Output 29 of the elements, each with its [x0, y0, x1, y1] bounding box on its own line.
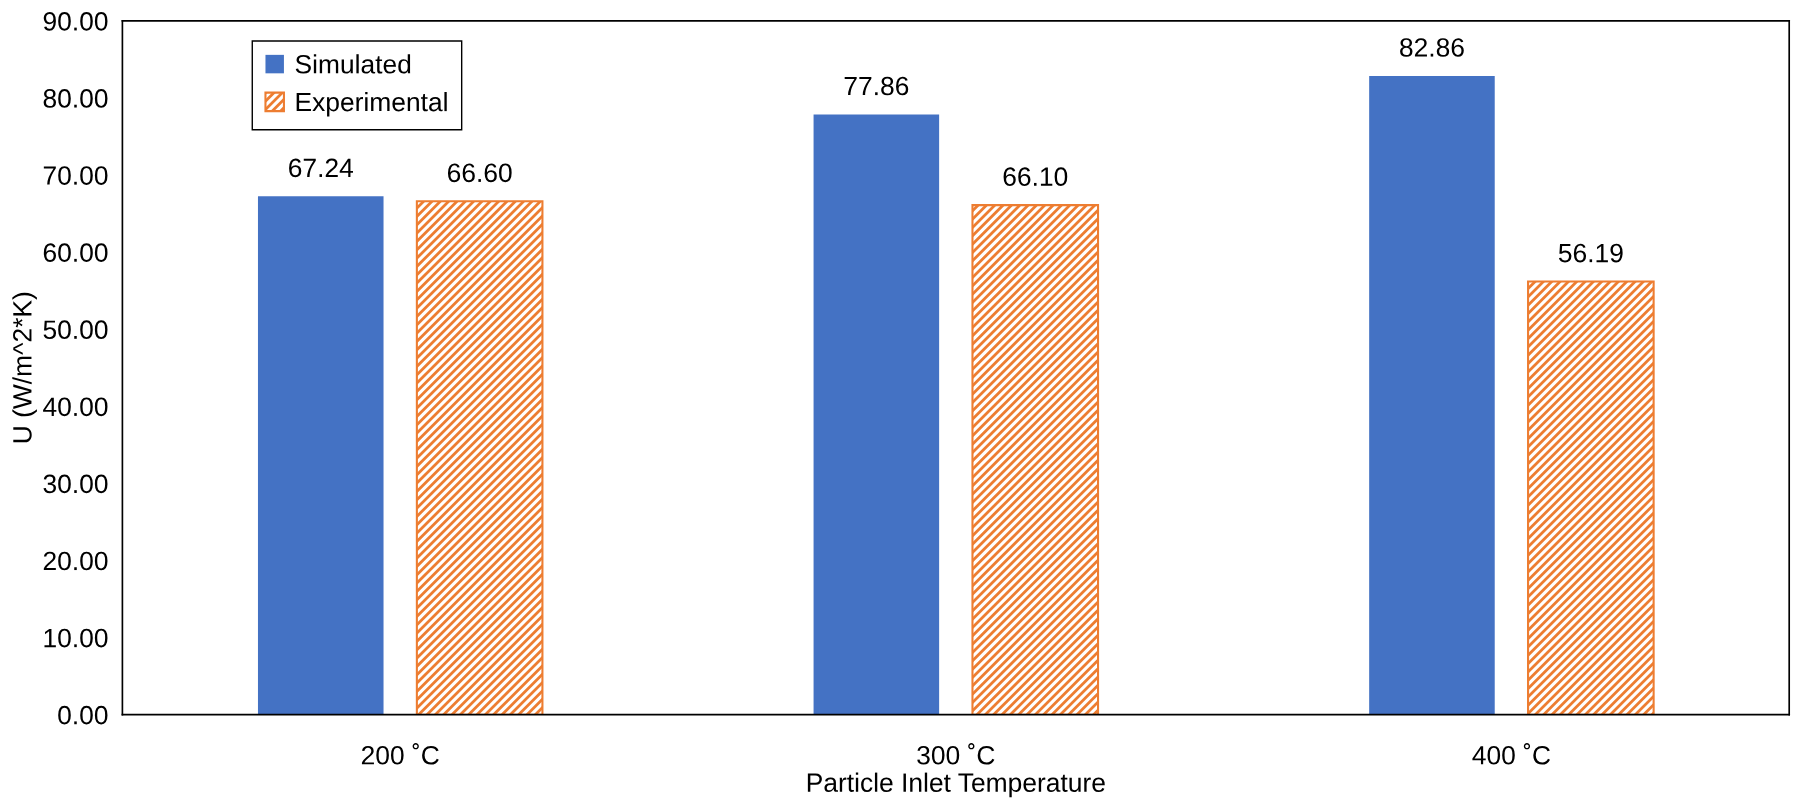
x-axis-title: Particle Inlet Temperature	[807, 772, 1105, 798]
y-tick-label: 0.00	[58, 705, 108, 725]
y-axis-title: U (W/m^2*K)	[12, 292, 37, 443]
bar	[257, 196, 384, 715]
data-label: 77.86	[844, 76, 909, 96]
legend-label: Experimental	[296, 92, 447, 117]
legend-label: Simulated	[295, 54, 411, 74]
y-tick-label: 90.00	[43, 12, 108, 31]
y-tick-label: 70.00	[43, 166, 108, 185]
x-tick-label: 200 ˚C	[361, 743, 439, 765]
y-tick-label: 50.00	[43, 320, 108, 340]
data-label: 66.60	[447, 163, 512, 183]
bar	[971, 204, 1100, 715]
bar	[415, 200, 544, 715]
data-label: 56.19	[1558, 243, 1623, 263]
y-tick-label: 10.00	[44, 628, 108, 648]
y-tick-label: 20.00	[43, 551, 108, 571]
data-label: 67.24	[289, 158, 353, 178]
bar	[1369, 75, 1495, 715]
y-tick-label: 30.00	[43, 474, 108, 494]
x-tick-label: 300 ˚C	[917, 743, 995, 765]
y-tick-label: 60.00	[43, 243, 108, 262]
data-label: 66.10	[1003, 167, 1068, 187]
bar	[1527, 280, 1655, 715]
y-tick-label: 40.00	[43, 397, 108, 417]
y-tick-label: 80.00	[43, 89, 108, 108]
bar	[813, 114, 940, 715]
x-tick-label: 400 ˚C	[1472, 743, 1550, 765]
data-label: 82.86	[1400, 38, 1464, 57]
